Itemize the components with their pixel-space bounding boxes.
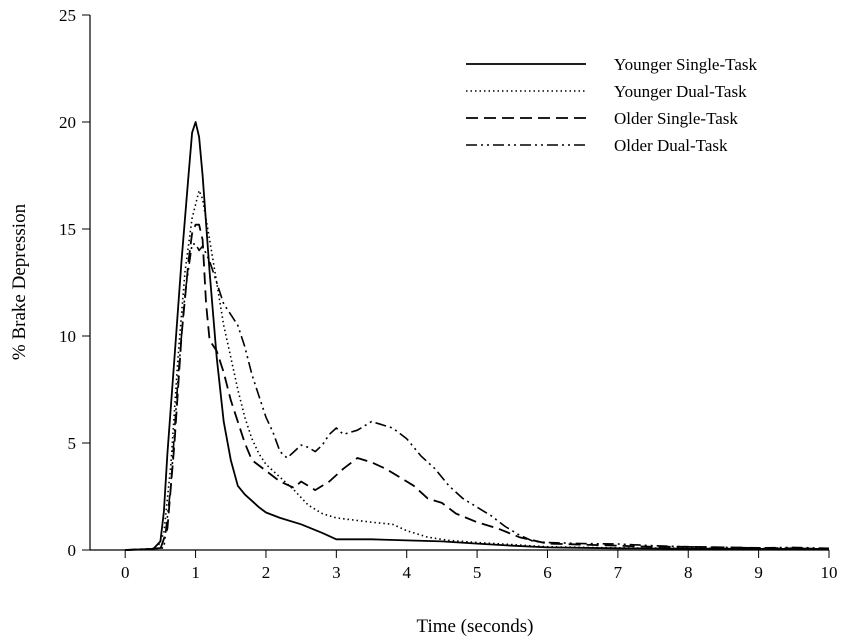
y-axis-title: % Brake Depression <box>9 203 30 360</box>
y-tick-label: 20 <box>59 113 76 132</box>
plot-area <box>89 15 829 551</box>
x-tick-label: 7 <box>614 563 623 582</box>
y-tick-label: 5 <box>68 434 77 453</box>
x-tick-label: 2 <box>262 563 271 582</box>
x-tick-label: 10 <box>821 563 838 582</box>
series-line-3 <box>125 223 830 551</box>
x-tick-label: 3 <box>332 563 341 582</box>
series-line-2 <box>125 189 830 551</box>
y-tick-label: 15 <box>59 220 76 239</box>
x-axis-title: Time (seconds) <box>417 616 534 637</box>
x-axis-ticks: 0 1 2 3 4 5 6 7 8 9 10 <box>121 550 838 582</box>
x-tick-label: 9 <box>754 563 763 582</box>
x-tick-label: 4 <box>402 563 411 582</box>
series-line-1 <box>125 121 829 551</box>
legend-label-3: Older Single-Task <box>614 109 738 128</box>
legend-label-1: Younger Single-Task <box>614 55 757 74</box>
x-tick-label: 0 <box>121 563 130 582</box>
legend: Younger Single-Task Younger Dual-Task Olde… <box>466 55 757 155</box>
y-tick-label: 25 <box>59 6 76 25</box>
y-axis-ticks: 0 5 10 15 20 25 <box>59 6 90 560</box>
x-tick-label: 6 <box>543 563 552 582</box>
y-tick-label: 10 <box>59 327 76 346</box>
x-tick-label: 1 <box>191 563 200 582</box>
x-tick-label: 8 <box>684 563 693 582</box>
series-lines <box>125 121 830 551</box>
legend-label-2: Younger Dual-Task <box>614 82 747 101</box>
legend-label-4: Older Dual-Task <box>614 136 728 155</box>
x-tick-label: 5 <box>473 563 482 582</box>
y-tick-label: 0 <box>68 541 77 560</box>
